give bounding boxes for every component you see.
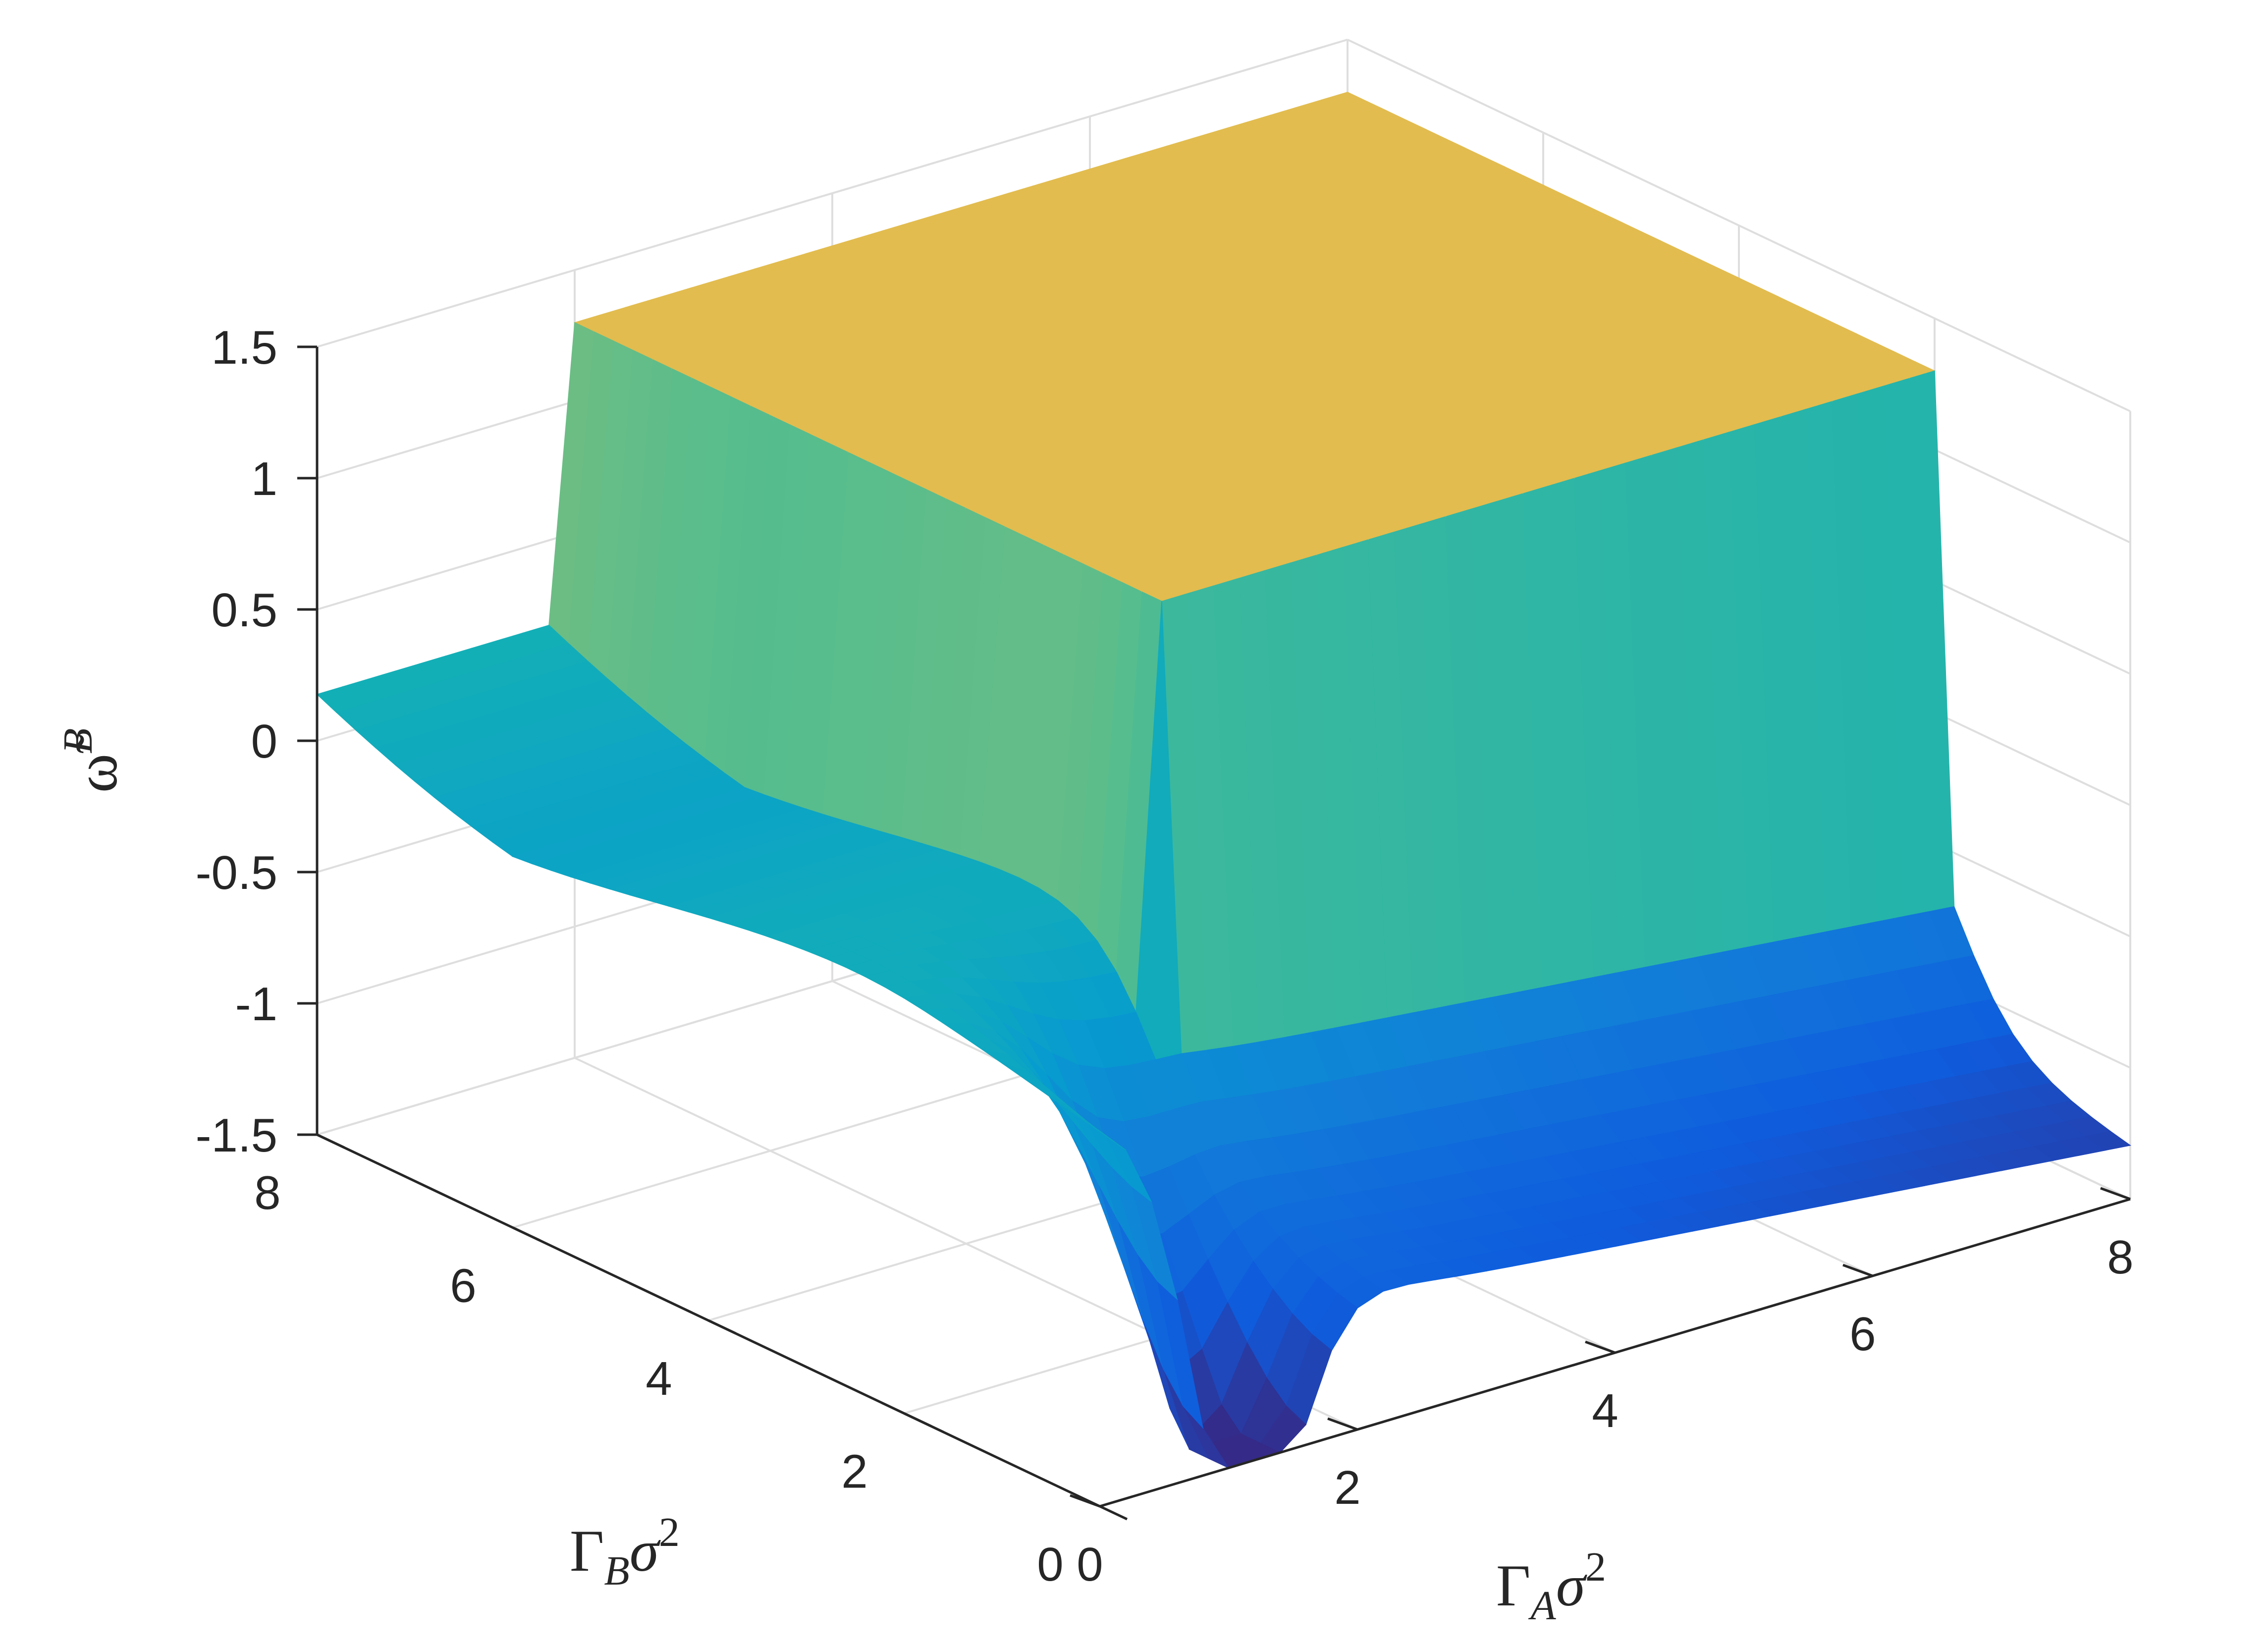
x-tick-mark	[1070, 1494, 1100, 1508]
z-axis-label: ω̃B	[55, 728, 129, 793]
y-tick-mark	[512, 1226, 541, 1242]
x-tick-label: 4	[1592, 1384, 1618, 1437]
z-tick-label: 0	[251, 715, 277, 768]
x-tick-label: 8	[2107, 1231, 2133, 1284]
z-tick-label: -1	[235, 978, 277, 1031]
y-tick-label: 8	[254, 1166, 280, 1219]
y-tick-label: 0	[1037, 1538, 1063, 1591]
y-tick-mark	[316, 1133, 345, 1149]
surface-cell	[1080, 1117, 1126, 1151]
z-tick-label: 0.5	[212, 584, 277, 637]
tick-labels: -1.5 -1 -0.5 0 0.5 1 1.5 0 2 4 6 8 0 2 4 6 8	[196, 321, 2134, 1591]
y-tick-mark	[1099, 1505, 1128, 1521]
x-tick-mark	[1327, 1417, 1358, 1431]
y-axis-label: ΓBσ2	[570, 1509, 680, 1594]
z-tick-label: 1	[251, 452, 277, 505]
x-tick-label: 6	[1849, 1308, 1876, 1361]
x-tick-mark	[1585, 1340, 1616, 1354]
x-tick-label: 2	[1334, 1461, 1360, 1514]
x-tick-mark	[2100, 1187, 2131, 1201]
z-tick-label: -0.5	[196, 846, 277, 899]
y-tick-mark	[903, 1412, 932, 1428]
y-tick-label: 6	[450, 1260, 476, 1313]
z-tick-label: -1.5	[196, 1109, 277, 1162]
z-tick-label: 1.5	[212, 321, 277, 374]
x-tick-label: 0	[1077, 1538, 1103, 1591]
x-tick-mark	[1842, 1264, 1873, 1277]
axes	[297, 345, 2131, 1521]
y-tick-label: 2	[841, 1445, 867, 1498]
surface-mesh	[316, 92, 2131, 1469]
x-axis-label: ΓAσ2	[1496, 1544, 1606, 1629]
y-tick-label: 4	[646, 1352, 672, 1405]
y-tick-mark	[707, 1319, 737, 1335]
